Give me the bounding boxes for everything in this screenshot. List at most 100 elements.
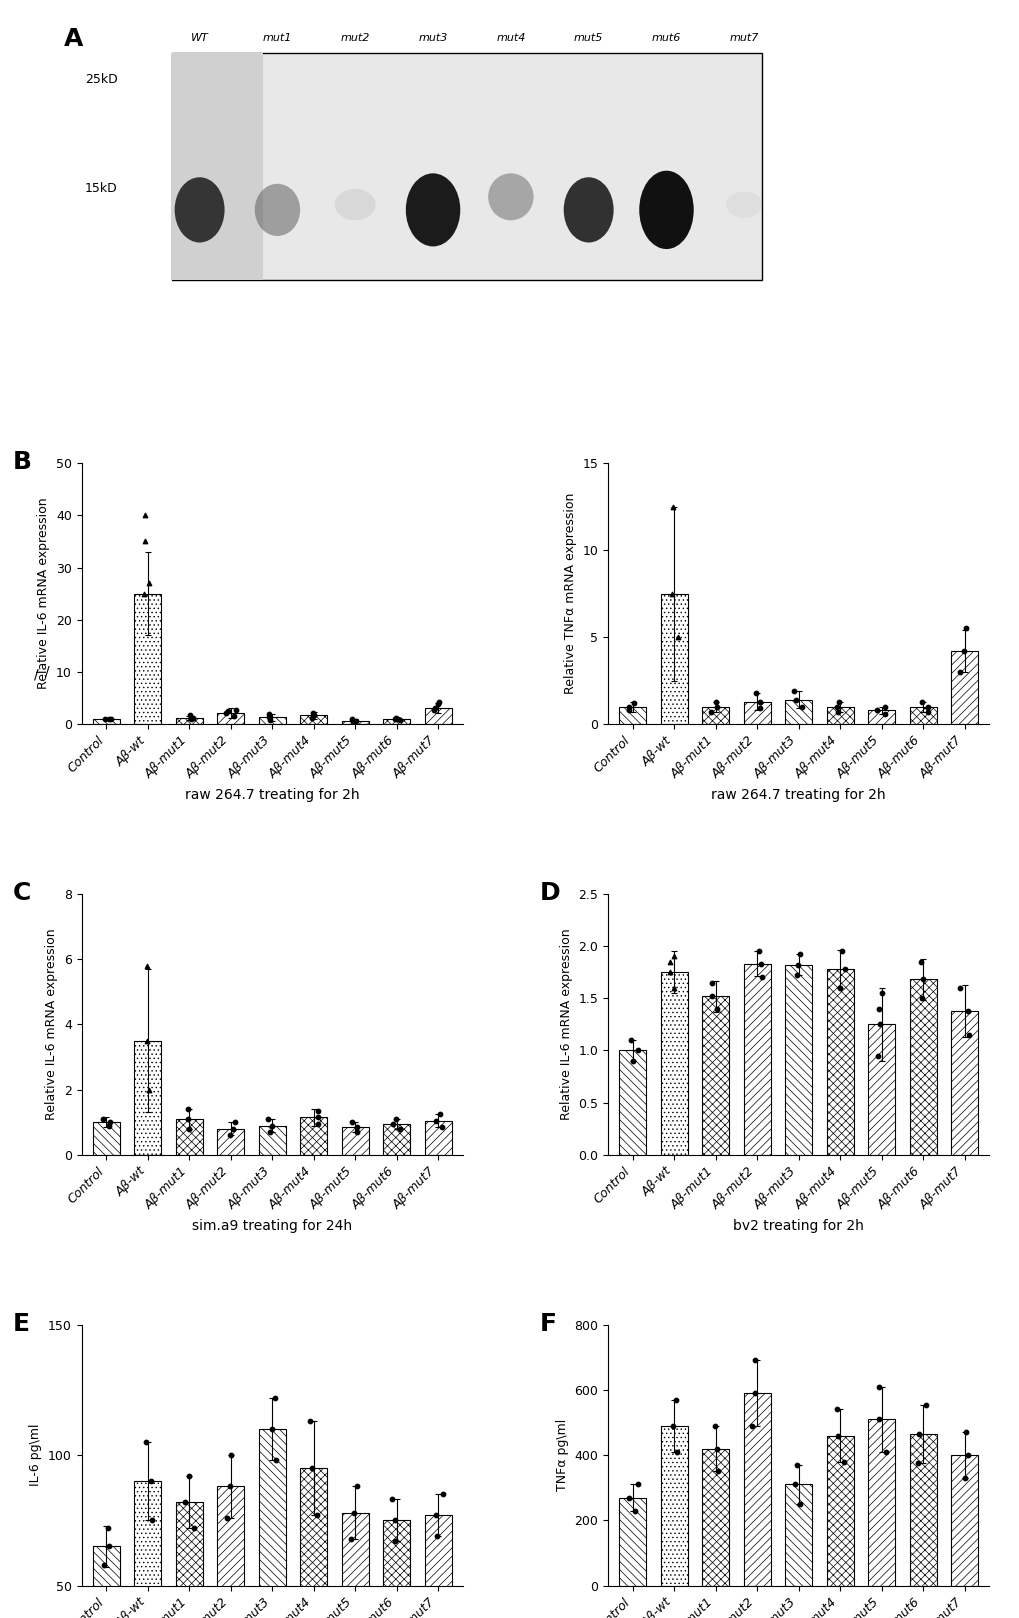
Point bbox=[103, 705, 119, 731]
Text: C: C bbox=[13, 880, 32, 904]
Point bbox=[102, 1110, 118, 1136]
Bar bbox=[909, 707, 935, 725]
Point bbox=[391, 707, 408, 733]
Point bbox=[753, 964, 769, 990]
Bar bbox=[383, 718, 410, 725]
Point bbox=[227, 697, 244, 723]
Bar bbox=[660, 594, 687, 725]
Point bbox=[747, 680, 763, 705]
Point bbox=[97, 705, 113, 731]
Point bbox=[661, 948, 678, 974]
Point bbox=[101, 1534, 117, 1560]
Point bbox=[263, 1113, 279, 1139]
Point bbox=[348, 1115, 365, 1141]
Bar bbox=[300, 1468, 327, 1618]
Bar bbox=[300, 715, 327, 725]
Bar bbox=[950, 1455, 977, 1586]
Point bbox=[430, 691, 446, 717]
Bar bbox=[172, 53, 263, 280]
Point bbox=[706, 1413, 722, 1438]
Text: mut6: mut6 bbox=[651, 32, 681, 42]
Point bbox=[708, 694, 725, 720]
Point bbox=[703, 969, 719, 995]
Point bbox=[430, 689, 446, 715]
Point bbox=[218, 1505, 234, 1531]
Y-axis label: Relative IL-6 mRNA expression: Relative IL-6 mRNA expression bbox=[45, 929, 58, 1120]
Point bbox=[261, 1120, 277, 1146]
Point bbox=[309, 1502, 325, 1527]
Point bbox=[872, 981, 889, 1006]
Bar bbox=[909, 979, 935, 1155]
Bar bbox=[785, 964, 811, 1155]
Point bbox=[627, 1498, 643, 1524]
Point bbox=[144, 1508, 160, 1534]
Point bbox=[958, 1419, 974, 1445]
Point bbox=[222, 1474, 238, 1500]
Bar bbox=[702, 1448, 729, 1586]
Point bbox=[751, 696, 767, 722]
Point bbox=[911, 948, 927, 974]
Point bbox=[663, 581, 680, 607]
Point bbox=[828, 1396, 845, 1422]
Point bbox=[427, 696, 443, 722]
Point bbox=[138, 1429, 154, 1455]
Point bbox=[661, 959, 678, 985]
Point bbox=[788, 1451, 804, 1477]
Point bbox=[387, 705, 404, 731]
Bar bbox=[619, 1498, 646, 1586]
Point bbox=[916, 1391, 932, 1417]
Point bbox=[183, 705, 200, 731]
Point bbox=[914, 966, 930, 992]
Point bbox=[751, 689, 767, 715]
Point bbox=[791, 1492, 807, 1518]
Text: D: D bbox=[539, 880, 559, 904]
Point bbox=[348, 1474, 365, 1500]
Point bbox=[746, 1348, 762, 1374]
Point bbox=[343, 1110, 360, 1136]
Point bbox=[629, 1037, 645, 1063]
Point bbox=[919, 694, 935, 720]
Text: mut7: mut7 bbox=[729, 32, 758, 42]
Point bbox=[224, 1116, 240, 1142]
Point bbox=[952, 659, 968, 684]
Bar bbox=[259, 717, 285, 725]
Point bbox=[310, 1105, 326, 1131]
Bar bbox=[619, 1050, 646, 1155]
Bar bbox=[93, 1123, 120, 1155]
Point bbox=[794, 694, 810, 720]
Point bbox=[141, 570, 157, 595]
Point bbox=[386, 1508, 403, 1534]
Point bbox=[181, 1116, 198, 1142]
Point bbox=[959, 998, 975, 1024]
Ellipse shape bbox=[334, 189, 375, 220]
Point bbox=[621, 694, 637, 720]
Point bbox=[870, 1406, 887, 1432]
Point bbox=[384, 1112, 400, 1137]
Point bbox=[870, 1374, 887, 1400]
Point bbox=[348, 1120, 365, 1146]
Point bbox=[180, 1463, 197, 1489]
Point bbox=[304, 1455, 320, 1480]
Y-axis label: Relative IL-6 mRNA expression: Relative IL-6 mRNA expression bbox=[38, 498, 50, 689]
Bar bbox=[785, 701, 811, 725]
Y-axis label: IL-6 pg\ml: IL-6 pg\ml bbox=[30, 1424, 43, 1487]
Point bbox=[752, 951, 768, 977]
Point bbox=[95, 1107, 111, 1133]
Bar bbox=[619, 707, 646, 725]
Point bbox=[261, 704, 277, 730]
Y-axis label: Relative TNFα mRNA expression: Relative TNFα mRNA expression bbox=[564, 493, 577, 694]
Point bbox=[345, 1500, 362, 1526]
Point bbox=[877, 1438, 894, 1464]
Bar bbox=[300, 1118, 327, 1155]
Text: 15kD: 15kD bbox=[85, 183, 118, 196]
Bar bbox=[424, 1121, 451, 1155]
Bar bbox=[825, 969, 853, 1155]
Bar bbox=[135, 1040, 161, 1155]
Point bbox=[101, 1113, 117, 1139]
Point bbox=[669, 625, 686, 650]
Point bbox=[868, 697, 884, 723]
Point bbox=[828, 694, 845, 720]
Point bbox=[266, 1385, 282, 1411]
Point bbox=[218, 701, 234, 726]
Point bbox=[182, 702, 199, 728]
